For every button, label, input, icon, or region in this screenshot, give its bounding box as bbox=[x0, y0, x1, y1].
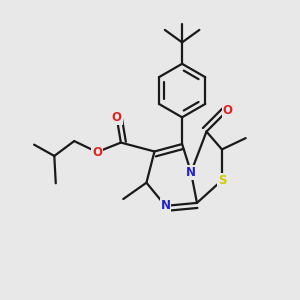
Text: N: N bbox=[160, 200, 170, 212]
Text: S: S bbox=[218, 174, 226, 187]
Text: N: N bbox=[186, 166, 196, 179]
Text: O: O bbox=[112, 111, 122, 124]
Text: O: O bbox=[92, 146, 102, 159]
Text: O: O bbox=[223, 104, 233, 117]
